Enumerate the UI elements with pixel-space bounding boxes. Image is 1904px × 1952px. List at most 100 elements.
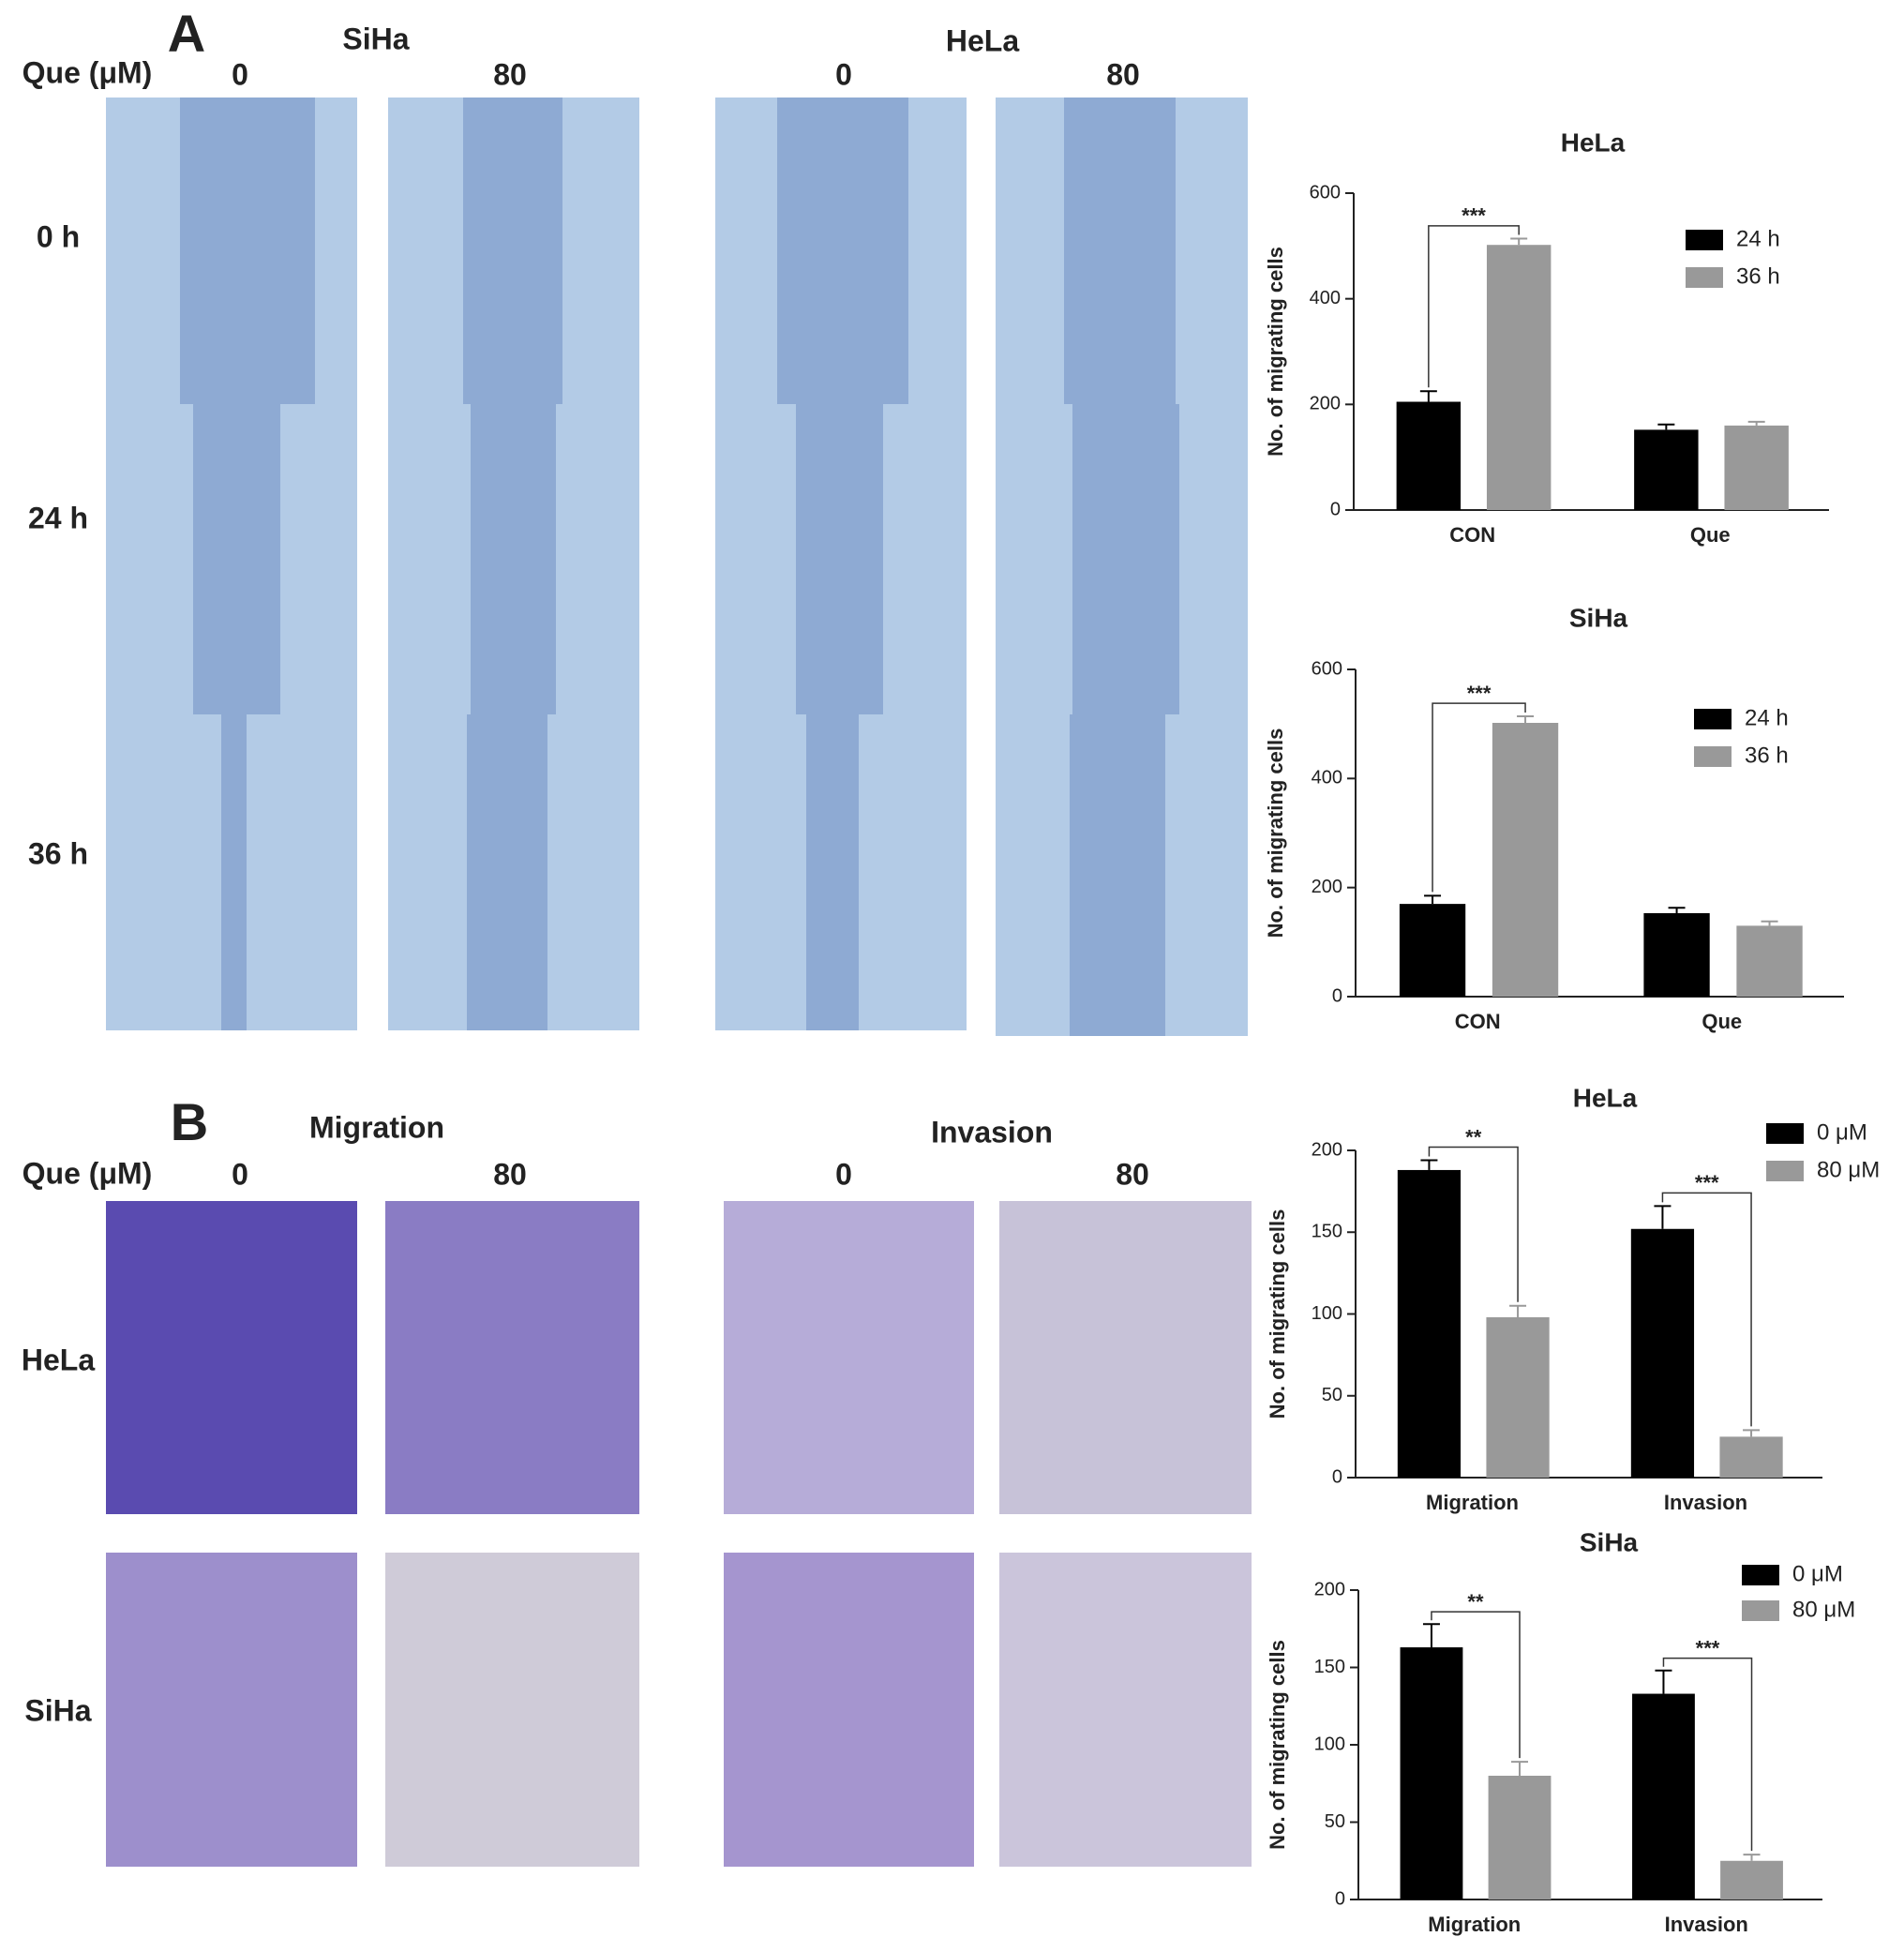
y-tick-label: 100 [1314, 1734, 1345, 1754]
significance-bracket [1661, 1192, 1752, 1427]
micrograph [999, 1553, 1252, 1867]
y-axis-label: No. of migrating cells [1264, 247, 1287, 457]
legend-swatch [1766, 1123, 1804, 1144]
bar [1630, 1228, 1695, 1478]
significance-label: *** [1462, 204, 1486, 228]
significance-bracket [1428, 1146, 1519, 1302]
wound-gap [180, 98, 315, 404]
bar [1632, 1693, 1695, 1899]
row-header: SiHa [24, 1693, 91, 1727]
bar [1736, 925, 1803, 997]
legend-label: 80 μM [1817, 1157, 1880, 1182]
y-axis-label: No. of migrating cells [1266, 1640, 1289, 1850]
y-tick-label: 150 [1314, 1657, 1345, 1677]
wound-gap [221, 714, 247, 1030]
legend-swatch [1686, 267, 1723, 288]
y-tick-label: 150 [1312, 1222, 1342, 1242]
bar [1719, 1436, 1783, 1478]
chart-title: SiHa [1580, 1527, 1639, 1556]
wound-gap [193, 404, 280, 714]
panel-label: B [171, 1092, 208, 1151]
x-tick-label: CON [1449, 523, 1495, 547]
scratch-micrographs [106, 98, 1248, 1036]
significance-bracket [1662, 1657, 1753, 1852]
column-header: 0 [232, 1157, 248, 1191]
significance-bracket [1431, 1611, 1521, 1759]
legend-label: 36 h [1745, 743, 1789, 768]
y-axis-label: No. of migrating cells [1266, 1209, 1289, 1419]
row-header: Que (μM) [22, 1156, 153, 1190]
y-tick-label: 50 [1325, 1811, 1345, 1832]
micrograph [724, 1553, 974, 1867]
bar [1486, 245, 1552, 510]
y-tick-label: 600 [1310, 182, 1341, 203]
micrograph [385, 1553, 639, 1867]
y-tick-label: 0 [1332, 1466, 1342, 1487]
y-tick-label: 0 [1335, 1888, 1345, 1909]
panel-label: A [168, 4, 205, 63]
column-header: 80 [493, 1157, 527, 1191]
y-tick-label: 400 [1312, 768, 1342, 788]
bar [1486, 1316, 1550, 1478]
x-tick-label: Que [1702, 1010, 1742, 1033]
row-header: HeLa [22, 1343, 95, 1376]
micrograph [724, 1201, 974, 1514]
significance-label: ** [1467, 1590, 1484, 1614]
chart-title: HeLa [1573, 1083, 1638, 1112]
x-tick-label: Migration [1428, 1913, 1521, 1936]
wound-gap [463, 98, 562, 404]
bar [1399, 904, 1466, 997]
column-header: HeLa [946, 23, 1019, 57]
chart-title: SiHa [1569, 603, 1628, 632]
wound-gap [1064, 98, 1176, 404]
bar [1634, 429, 1699, 510]
column-header: Invasion [931, 1115, 1053, 1149]
x-tick-label: CON [1455, 1010, 1501, 1033]
row-header: 36 h [28, 836, 88, 870]
legend-label: 36 h [1736, 263, 1780, 289]
legend-swatch [1694, 709, 1732, 729]
legend-label: 0 μM [1792, 1561, 1843, 1586]
significance-label: *** [1695, 1171, 1719, 1194]
row-header: 0 h [37, 219, 80, 253]
wound-gap [1072, 404, 1179, 714]
y-tick-label: 200 [1312, 877, 1342, 897]
column-header: 80 [1106, 57, 1140, 91]
y-axis-label: No. of migrating cells [1264, 728, 1287, 938]
x-tick-label: Migration [1426, 1491, 1519, 1514]
legend-label: 24 h [1736, 226, 1780, 251]
column-header: SiHa [342, 22, 409, 55]
significance-bracket [1428, 225, 1520, 388]
column-header: 0 [232, 57, 248, 91]
column-header: 0 [835, 57, 852, 91]
legend-label: 0 μM [1817, 1119, 1867, 1145]
transwell-micrographs [106, 1201, 1252, 1867]
x-tick-label: Invasion [1664, 1491, 1747, 1514]
chart-title: HeLa [1561, 128, 1626, 157]
y-tick-label: 0 [1330, 499, 1341, 519]
legend-swatch [1766, 1161, 1804, 1181]
legend-swatch [1742, 1565, 1779, 1585]
micrograph [999, 1201, 1252, 1514]
y-tick-label: 400 [1310, 288, 1341, 308]
wound-gap [467, 714, 547, 1030]
wound-gap [796, 404, 883, 714]
column-header: 80 [1116, 1157, 1149, 1191]
y-tick-label: 200 [1314, 1579, 1345, 1599]
significance-bracket [1432, 702, 1526, 893]
legend-swatch [1742, 1600, 1779, 1621]
legend-swatch [1686, 230, 1723, 250]
y-tick-label: 200 [1310, 394, 1341, 414]
bar [1396, 401, 1462, 510]
bar [1488, 1776, 1552, 1899]
bar [1400, 1647, 1463, 1899]
y-tick-label: 100 [1312, 1303, 1342, 1324]
row-header: 24 h [28, 501, 88, 534]
bar [1492, 723, 1559, 997]
wound-gap [777, 98, 908, 404]
bar [1724, 425, 1789, 510]
column-header: Migration [309, 1110, 444, 1144]
x-tick-label: Invasion [1665, 1913, 1748, 1936]
row-header: Que (μM) [22, 55, 153, 89]
